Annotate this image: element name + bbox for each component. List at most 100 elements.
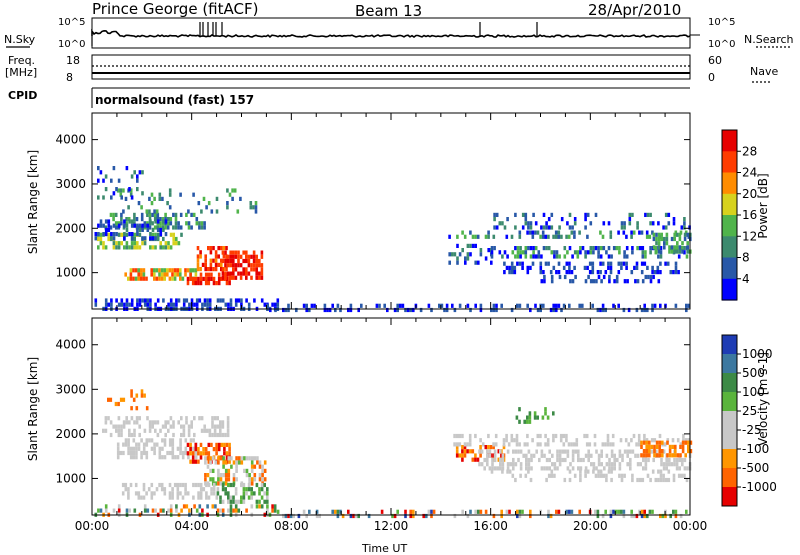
- data-cell: [198, 225, 201, 230]
- data-cell: [318, 513, 321, 519]
- data-cell: [453, 307, 457, 313]
- data-cell: [487, 230, 490, 235]
- data-cell: [461, 457, 464, 462]
- data-cell: [135, 446, 138, 451]
- data-cell: [213, 424, 217, 429]
- data-cell: [479, 248, 483, 253]
- data-cell: [192, 482, 195, 488]
- data-cell: [610, 254, 613, 259]
- data-cell: [651, 303, 654, 308]
- data-cell: [204, 281, 208, 286]
- data-cell: [127, 450, 130, 456]
- data-cell: [181, 450, 185, 456]
- data-cell: [642, 449, 646, 454]
- data-cell: [612, 303, 615, 308]
- data-cell: [176, 272, 179, 277]
- data-cell: [672, 509, 675, 514]
- data-cell: [526, 433, 529, 439]
- data-cell: [544, 407, 547, 412]
- data-cell: [635, 265, 639, 270]
- data-cell: [662, 473, 665, 478]
- data-cell: [516, 509, 519, 514]
- data-cell: [231, 196, 234, 201]
- data-cell: [577, 453, 580, 458]
- data-cell: [227, 499, 230, 504]
- data-cell: [610, 477, 613, 483]
- data-cell: [610, 449, 614, 454]
- data-cell: [484, 234, 488, 239]
- data-cell: [609, 509, 613, 514]
- data-cell: [125, 420, 128, 425]
- data-cell: [229, 263, 232, 268]
- data-cell: [166, 268, 169, 273]
- data-cell: [112, 212, 115, 217]
- data-cell: [229, 298, 233, 303]
- data-cell: [383, 303, 386, 308]
- data-cell: [130, 236, 134, 241]
- data-cell: [128, 432, 131, 438]
- data-cell: [662, 466, 666, 471]
- data-cell: [232, 250, 235, 255]
- data-cell: [239, 254, 243, 259]
- data-cell: [130, 195, 134, 200]
- data-cell: [572, 442, 576, 447]
- data-cell: [636, 453, 640, 458]
- data-cell: [135, 455, 138, 460]
- data-cell: [670, 462, 674, 467]
- data-cell: [148, 424, 152, 429]
- data-cell: [200, 209, 203, 214]
- data-cell: [557, 270, 561, 275]
- data-cell: [232, 267, 235, 272]
- data-cell: [486, 457, 489, 463]
- data-cell: [140, 268, 143, 273]
- data-cell: [589, 221, 593, 226]
- data-cell: [258, 464, 262, 469]
- data-cell: [274, 307, 277, 313]
- data-cell: [471, 243, 475, 248]
- data-cell: [663, 442, 667, 447]
- data-cell: [592, 279, 596, 284]
- data-cell: [115, 241, 118, 246]
- data-cell: [171, 268, 174, 273]
- data-cell: [453, 252, 457, 257]
- data-cell: [617, 261, 621, 266]
- data-cell: [529, 509, 532, 514]
- data-cell: [674, 449, 677, 454]
- data-cell: [519, 466, 523, 471]
- data-cell: [104, 416, 108, 421]
- data-cell: [360, 303, 363, 308]
- data-cell: [141, 170, 144, 175]
- data-cell: [153, 276, 156, 281]
- data-cell: [177, 420, 180, 425]
- data-cell: [597, 462, 601, 467]
- data-cell: [177, 298, 181, 303]
- nave-label: Nave: [750, 65, 779, 78]
- data-cell: [500, 513, 503, 519]
- data-cell: [677, 473, 681, 478]
- data-cell: [166, 201, 169, 206]
- data-cell: [163, 442, 167, 447]
- data-cell: [202, 276, 205, 281]
- data-cell: [618, 466, 622, 471]
- data-cell: [107, 219, 111, 224]
- data-cell: [180, 432, 183, 438]
- data-cell: [133, 217, 136, 222]
- data-cell: [125, 241, 129, 246]
- data-cell: [217, 481, 220, 486]
- data-cell: [603, 466, 606, 471]
- data-cell: [142, 268, 146, 273]
- data-cell: [661, 440, 664, 445]
- data-cell: [110, 236, 113, 241]
- data-cell: [599, 307, 602, 313]
- data-cell: [127, 491, 130, 496]
- data-cell: [104, 227, 108, 232]
- data-cell: [666, 438, 670, 443]
- data-cell: [556, 453, 559, 458]
- data-cell: [226, 432, 230, 438]
- data-cell: [122, 397, 126, 402]
- data-cell: [207, 495, 211, 500]
- data-cell: [509, 462, 512, 467]
- vel-colorbar-swatch: [722, 449, 737, 469]
- data-cell: [174, 212, 178, 217]
- data-cell: [518, 261, 522, 266]
